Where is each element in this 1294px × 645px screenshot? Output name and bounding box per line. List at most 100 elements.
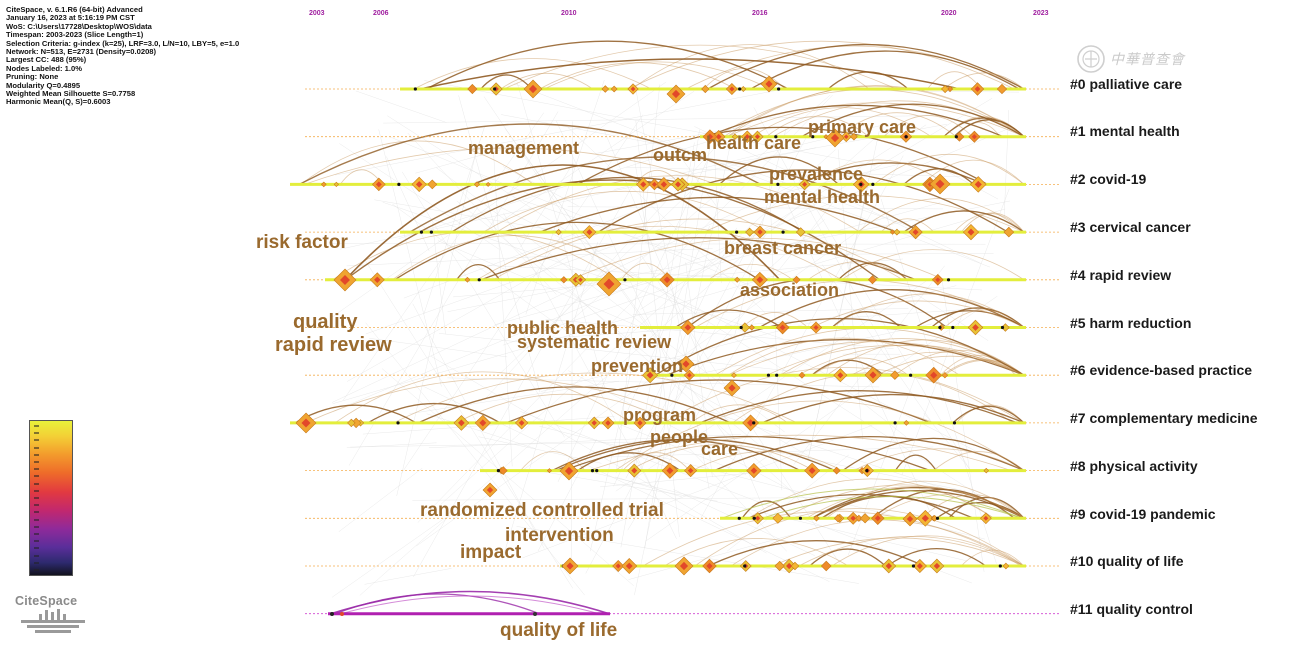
watermark-text: 中華普查會 (1110, 52, 1185, 68)
keyword-node-core (640, 181, 647, 188)
keyword-node-core (971, 134, 977, 140)
keyword-node-core (757, 229, 763, 235)
cluster-label: #2 covid-19 (1070, 171, 1146, 187)
keyword-node-core (706, 562, 713, 570)
legend-tick (34, 461, 39, 463)
legend-tick (34, 432, 39, 435)
citation-arc (690, 404, 788, 424)
keyword-node-core (660, 181, 668, 188)
keyword-label: quality (293, 311, 358, 333)
keyword-node-core (750, 467, 758, 474)
keyword-dot (777, 87, 781, 91)
citation-arc (391, 235, 636, 281)
keyword-label: primary care (808, 117, 916, 137)
citation-arc (708, 540, 924, 567)
citation-arc (837, 112, 957, 138)
keyword-node (859, 513, 871, 524)
keyword-node (748, 324, 755, 331)
keyword-label: health care (706, 133, 801, 153)
keyword-node (467, 83, 478, 95)
keyword-dot (743, 564, 747, 568)
legend-tick (34, 547, 39, 550)
citation-arc (750, 50, 1020, 90)
citation-arc (642, 510, 1025, 567)
cluster-label: #5 harm reduction (1070, 315, 1191, 331)
background-link (332, 208, 1006, 405)
keyword-node (790, 561, 800, 571)
legend-tick (34, 554, 39, 557)
keyword-node (820, 560, 832, 572)
background-link (382, 202, 784, 340)
keyword-node-core (687, 467, 694, 474)
keyword-node-core (837, 372, 844, 379)
citation-arc (480, 74, 533, 90)
keyword-node-core (486, 486, 494, 494)
citation-arc (853, 448, 1025, 471)
keyword-dot (865, 469, 869, 473)
citation-arc (694, 508, 1025, 567)
keyword-node-core (686, 372, 692, 378)
citation-arc (304, 147, 717, 185)
keyword-node (813, 515, 820, 522)
info-panel: CiteSpace, v. 6.1.R6 (64-bit) Advanced Ja… (6, 5, 239, 107)
keyword-node-core (933, 562, 941, 570)
legend-tick (34, 504, 39, 507)
keyword-dot (533, 612, 537, 616)
keyword-node-core (850, 515, 856, 522)
legend-tick (34, 453, 39, 456)
background-link (383, 115, 938, 124)
background-link (626, 166, 966, 178)
citation-arc (812, 357, 909, 376)
background-link (486, 265, 982, 291)
citation-arc (505, 379, 932, 424)
cluster-label: #10 quality of life (1070, 553, 1184, 569)
citation-arc (805, 486, 1025, 519)
citation-arc (493, 218, 904, 281)
citation-arc (930, 307, 1025, 328)
legend-tick (34, 475, 39, 478)
background-link (438, 333, 794, 372)
keyword-node-core (765, 80, 773, 88)
citation-arc (761, 393, 1025, 424)
keyword-dot (859, 182, 863, 186)
keyword-node (792, 275, 801, 284)
keyword-node-core (518, 420, 525, 426)
keyword-label: people (650, 427, 708, 447)
legend-tick (34, 533, 39, 535)
keyword-node (941, 84, 950, 94)
background-link (389, 136, 761, 290)
cluster-label: #6 evidence-based practice (1070, 362, 1252, 378)
legend-tick (34, 482, 39, 485)
background-link (684, 98, 993, 283)
background-link (348, 111, 559, 466)
keyword-node (941, 372, 949, 379)
keyword-dot (775, 373, 779, 377)
background-link (381, 368, 634, 587)
background-link (615, 279, 929, 492)
keyword-node (1003, 226, 1015, 238)
keyword-label: public health (507, 318, 618, 338)
keyword-node (731, 372, 737, 379)
background-link (396, 149, 477, 497)
year-tick: 2023 (1033, 10, 1049, 17)
keyword-node-core (630, 86, 636, 92)
keyword-node-core (906, 515, 914, 523)
keyword-node-core (756, 276, 764, 284)
info-line: Pruning: None (6, 72, 59, 82)
info-line: Weighted Mean Silhouette S=0.7758 (6, 89, 136, 99)
keyword-dot (954, 135, 958, 139)
citation-arc (728, 337, 960, 376)
citation-arc (543, 61, 772, 90)
keyword-node-core (458, 419, 465, 427)
keyword-node (560, 276, 568, 284)
citation-arc (809, 548, 886, 567)
background-link (428, 434, 741, 449)
keyword-node-core (375, 181, 382, 188)
background-link (426, 413, 536, 449)
info-line: Harmonic Mean(Q, S)=0.6003 (6, 97, 111, 107)
citation-arc (614, 400, 1025, 471)
citation-arc (699, 390, 1018, 424)
keyword-node-core (808, 467, 816, 475)
citation-arc (367, 402, 501, 424)
citation-arc (933, 451, 1025, 471)
